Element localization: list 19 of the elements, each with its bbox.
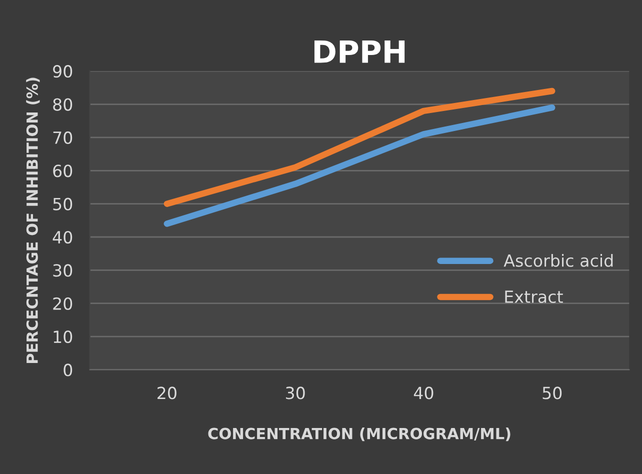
y-tick-label: 20 <box>53 297 72 310</box>
y-tick-label: 90 <box>53 65 72 78</box>
y-tick-label: 40 <box>52 230 72 244</box>
y-tick-label: 80 <box>53 98 72 111</box>
y-axis-title: PERCECNTAGE OF INHIBITION (%) <box>26 78 40 363</box>
y-tick-label: 10 <box>54 330 72 344</box>
x-axis-title: CONCENTRATION (MICROGRAM/ML) <box>208 428 510 442</box>
y-tick-label: 70 <box>53 131 72 144</box>
y-tick-label: 60 <box>53 164 72 178</box>
chart-title: DPPH <box>314 40 405 63</box>
y-tick-label: 30 <box>53 264 72 277</box>
x-tick-label: 50 <box>542 386 562 400</box>
legend-label: Extract <box>505 290 563 304</box>
legend-label: Ascorbic acid <box>504 254 613 267</box>
y-tick-label: 0 <box>64 364 72 376</box>
x-tick-label: 20 <box>158 386 176 400</box>
x-tick-label: 40 <box>414 386 434 400</box>
x-tick-label: 30 <box>286 386 305 400</box>
y-tick-label: 50 <box>53 198 72 210</box>
